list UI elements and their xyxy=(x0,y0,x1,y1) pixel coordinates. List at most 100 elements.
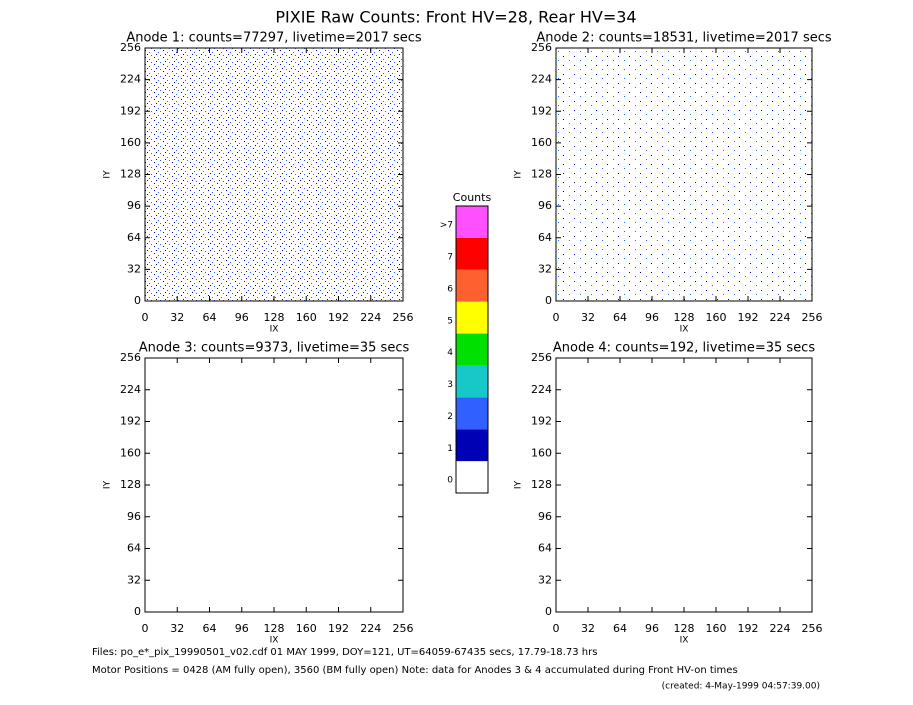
x-tick-label: 224 xyxy=(770,311,791,324)
x-tick-label: 192 xyxy=(328,311,349,324)
x-tick-label: 96 xyxy=(235,311,249,324)
x-tick-label: 64 xyxy=(613,622,627,635)
y-tick-label: 160 xyxy=(531,446,552,459)
x-tick-label: 0 xyxy=(142,622,149,635)
footer-files: Files: po_e*_pix_19990501_v02.cdf 01 MAY… xyxy=(92,647,597,658)
y-tick-label: 0 xyxy=(134,294,141,307)
y-tick-label: 256 xyxy=(531,351,552,364)
y-tick-label: 96 xyxy=(538,199,552,212)
x-tick-label: 128 xyxy=(264,622,285,635)
y-tick-label: 128 xyxy=(120,478,141,491)
colorbar-label: 4 xyxy=(447,348,453,358)
colorbar-swatch xyxy=(456,397,488,430)
colorbar-swatch xyxy=(456,206,488,238)
x-tick-label: 32 xyxy=(170,622,184,635)
y-tick-label: 96 xyxy=(538,510,552,523)
colorbar-swatch xyxy=(456,365,488,398)
y-tick-label: 192 xyxy=(120,415,141,428)
colorbar-title: Counts xyxy=(453,191,492,204)
x-tick-label: 160 xyxy=(706,311,727,324)
y-tick-label: 32 xyxy=(127,573,141,586)
y-tick-label: 192 xyxy=(531,415,552,428)
y-tick-label: 256 xyxy=(120,41,141,54)
colorbar-swatch xyxy=(456,333,488,366)
colorbar-label: 3 xyxy=(447,380,453,390)
panel-title: Anode 2: counts=18531, livetime=2017 sec… xyxy=(536,31,832,46)
x-tick-label: 160 xyxy=(706,622,727,635)
panel-title: Anode 3: counts=9373, livetime=35 secs xyxy=(139,341,410,356)
y-tick-label: 160 xyxy=(120,136,141,149)
colorbar-label: 1 xyxy=(447,444,453,454)
y-tick-label: 32 xyxy=(538,573,552,586)
x-axis-label: IX xyxy=(270,325,279,335)
y-tick-label: 160 xyxy=(120,446,141,459)
x-axis-label: IX xyxy=(680,636,689,646)
panel-title: Anode 4: counts=192, livetime=35 secs xyxy=(553,341,815,356)
x-tick-label: 64 xyxy=(613,311,627,324)
y-tick-label: 64 xyxy=(127,231,141,244)
x-tick-label: 256 xyxy=(802,622,823,635)
y-tick-label: 192 xyxy=(531,104,552,117)
x-tick-label: 64 xyxy=(203,622,217,635)
y-tick-label: 64 xyxy=(127,542,141,555)
plot-frame xyxy=(555,357,813,613)
y-tick-label: 0 xyxy=(134,605,141,618)
footer-created: (created: 4-May-1999 04:57:39.00) xyxy=(662,682,820,692)
footer-motor: Motor Positions = 0428 (AM fully open), … xyxy=(92,665,738,676)
y-tick-label: 224 xyxy=(120,73,141,86)
colorbar-label: 6 xyxy=(447,284,453,294)
y-tick-label: 256 xyxy=(531,41,552,54)
x-tick-label: 224 xyxy=(360,622,381,635)
heatmap-texture xyxy=(145,48,403,301)
y-tick-label: 128 xyxy=(531,478,552,491)
colorbar-swatch xyxy=(456,269,488,302)
y-tick-label: 256 xyxy=(120,351,141,364)
x-tick-label: 128 xyxy=(674,311,695,324)
colorbar-swatch xyxy=(456,301,488,334)
y-tick-label: 64 xyxy=(538,231,552,244)
x-tick-label: 96 xyxy=(645,311,659,324)
x-tick-label: 256 xyxy=(393,311,414,324)
x-tick-label: 224 xyxy=(360,311,381,324)
x-tick-label: 192 xyxy=(738,622,759,635)
colorbar-label: 0 xyxy=(447,476,453,486)
x-tick-label: 160 xyxy=(296,622,317,635)
y-axis-label: IY xyxy=(514,480,524,489)
x-tick-label: 0 xyxy=(142,311,149,324)
y-tick-label: 160 xyxy=(531,136,552,149)
heatmap-texture xyxy=(556,48,812,301)
y-tick-label: 32 xyxy=(538,262,552,275)
colorbar-label: 7 xyxy=(447,253,453,263)
y-axis-label: IY xyxy=(103,480,113,489)
colorbar-frame xyxy=(455,205,489,494)
x-tick-label: 256 xyxy=(802,311,823,324)
x-tick-label: 64 xyxy=(203,311,217,324)
x-axis-label: IX xyxy=(680,325,689,335)
x-tick-label: 192 xyxy=(738,311,759,324)
x-tick-label: 128 xyxy=(674,622,695,635)
x-tick-label: 32 xyxy=(170,311,184,324)
y-axis-label: IY xyxy=(103,170,113,179)
colorbar-swatch xyxy=(456,461,488,493)
y-tick-label: 224 xyxy=(531,73,552,86)
x-tick-label: 96 xyxy=(235,622,249,635)
x-tick-label: 0 xyxy=(553,622,560,635)
colorbar-label: 2 xyxy=(447,412,453,422)
x-tick-label: 224 xyxy=(770,622,791,635)
x-tick-label: 32 xyxy=(581,311,595,324)
y-tick-label: 96 xyxy=(127,510,141,523)
colorbar-label: >7 xyxy=(440,221,453,231)
x-tick-label: 192 xyxy=(328,622,349,635)
main-title: PIXIE Raw Counts: Front HV=28, Rear HV=3… xyxy=(275,8,636,27)
y-tick-label: 224 xyxy=(531,383,552,396)
x-tick-label: 32 xyxy=(581,622,595,635)
colorbar-swatch xyxy=(456,429,488,462)
y-tick-label: 128 xyxy=(531,168,552,181)
panel-title: Anode 1: counts=77297, livetime=2017 sec… xyxy=(126,31,422,46)
y-tick-label: 0 xyxy=(545,294,552,307)
x-axis-label: IX xyxy=(270,636,279,646)
x-tick-label: 96 xyxy=(645,622,659,635)
x-tick-label: 160 xyxy=(296,311,317,324)
colorbar-swatch xyxy=(456,237,488,270)
x-tick-label: 0 xyxy=(553,311,560,324)
